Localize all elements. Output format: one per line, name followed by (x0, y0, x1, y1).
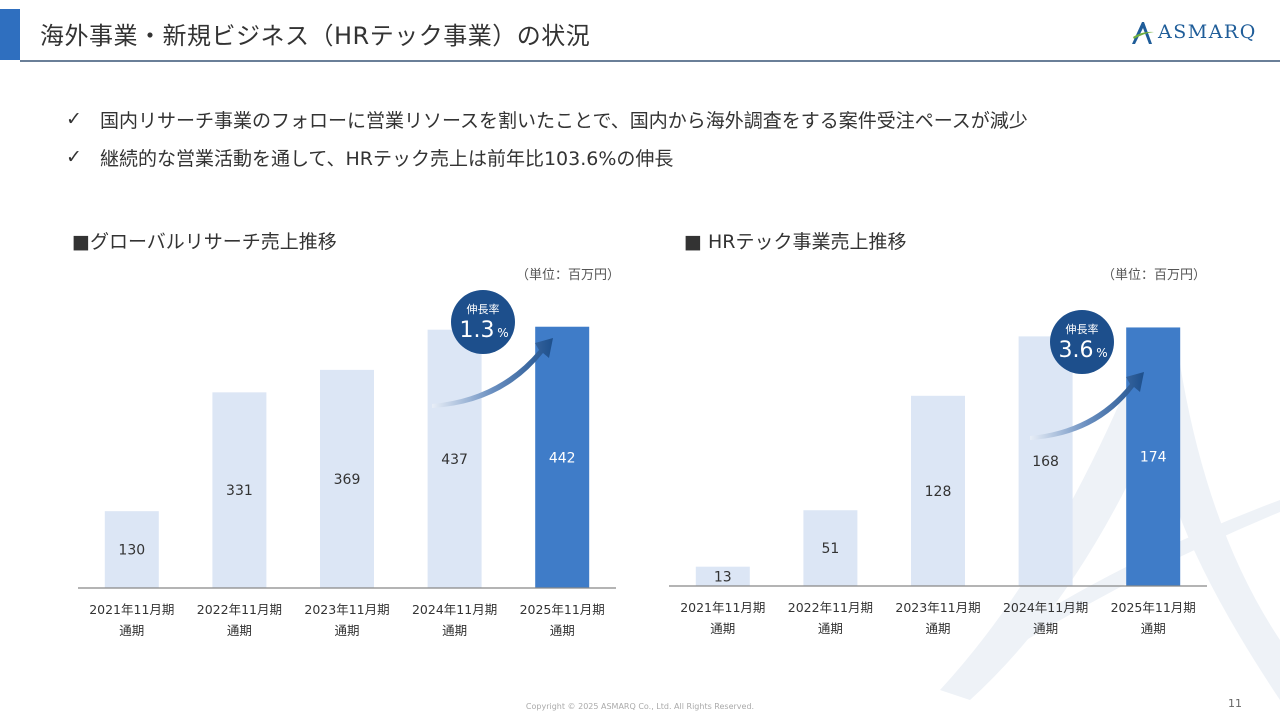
data-label: 51 (821, 541, 839, 557)
x-tick-label: 2022年11月期 (788, 600, 873, 615)
growth-arrow-icon (432, 338, 553, 408)
bullet-text: 継続的な営業活動を通して、HRテック売上は前年比103.6%の伸長 (100, 147, 674, 170)
x-tick-label: 2024年11月期 (412, 602, 497, 617)
title-bar: 海外事業・新規ビジネス（HRテック事業）の状況 ASMARQ (0, 0, 1280, 62)
growth-badge (1050, 310, 1114, 374)
chart-unit-hrtech: （単位：百万円） (1102, 268, 1207, 283)
data-label: 130 (118, 543, 145, 559)
chart-unit-global-research: （単位：百万円） (516, 268, 621, 283)
x-tick-label: 通期 (442, 623, 467, 638)
bar (695, 566, 750, 586)
bar (212, 392, 267, 588)
title-divider (20, 60, 1280, 62)
data-label: 128 (925, 484, 952, 500)
data-label: 331 (226, 483, 253, 499)
bullet-text: 国内リサーチ事業のフォローに営業リソースを割いたことで、国内から海外調査をする案… (100, 109, 1028, 132)
data-label: 168 (1032, 454, 1059, 470)
bullet-item: ✓ 国内リサーチ事業のフォローに営業リソースを割いたことで、国内から海外調査をす… (66, 100, 1028, 138)
check-icon: ✓ (66, 108, 82, 130)
x-tick-label: 通期 (334, 623, 359, 638)
x-tick-label: 通期 (550, 623, 575, 638)
x-tick-label: 2021年11月期 (89, 602, 174, 617)
bullet-item: ✓ 継続的な営業活動を通して、HRテック売上は前年比103.6%の伸長 (66, 138, 1028, 176)
growth-arrow-icon (1030, 372, 1144, 440)
copyright-text: Copyright © 2025 ASMARQ Co., Ltd. All Ri… (525, 702, 755, 711)
company-logo: ASMARQ (1130, 17, 1257, 47)
bullet-list: ✓ 国内リサーチ事業のフォローに営業リソースを割いたことで、国内から海外調査をす… (66, 100, 1028, 176)
bar (535, 326, 590, 588)
x-tick-label: 2021年11月期 (680, 600, 765, 615)
x-tick-label: 通期 (227, 623, 252, 638)
data-label: 437 (441, 452, 468, 468)
growth-badge-label: 伸長率 (1066, 322, 1099, 336)
page-title: 海外事業・新規ビジネス（HRテック事業）の状況 (40, 22, 591, 50)
growth-badge-value: 1.3 (460, 318, 495, 343)
x-tick-label: 通期 (119, 623, 144, 638)
logo-mark-icon (1132, 22, 1154, 44)
data-label: 13 (714, 569, 732, 585)
x-tick-label: 2025年11月期 (1111, 600, 1196, 615)
growth-badge-value: 3.6 (1059, 338, 1094, 363)
data-label: 369 (334, 472, 361, 488)
x-tick-label: 2023年11月期 (304, 602, 389, 617)
x-tick-label: 2023年11月期 (895, 600, 980, 615)
bar (911, 395, 965, 586)
data-label: 442 (549, 450, 576, 466)
bar (1126, 327, 1181, 586)
page-number: 11 (1228, 697, 1242, 710)
bar (320, 369, 374, 588)
chart-title-global-research: ■グローバルリサーチ売上推移 (72, 231, 337, 253)
bar (803, 510, 858, 586)
logo-text: ASMARQ (1158, 21, 1257, 43)
growth-badge-label: 伸長率 (467, 302, 500, 316)
title-accent-bar (0, 9, 20, 60)
x-tick-label: 通期 (818, 621, 843, 636)
check-icon: ✓ (66, 146, 82, 168)
x-tick-label: 通期 (1033, 621, 1058, 636)
growth-badge-unit: % (497, 326, 508, 340)
x-tick-label: 2024年11月期 (1003, 600, 1088, 615)
x-tick-label: 2025年11月期 (520, 602, 605, 617)
data-label: 174 (1140, 450, 1167, 466)
growth-badge (451, 290, 515, 354)
x-tick-label: 通期 (710, 621, 735, 636)
x-tick-label: 2022年11月期 (197, 602, 282, 617)
bar (1018, 336, 1073, 586)
x-tick-label: 通期 (925, 621, 950, 636)
chart-title-hrtech: ■ HRテック事業売上推移 (684, 231, 907, 253)
bar (427, 329, 482, 588)
bar (104, 511, 159, 588)
growth-badge-unit: % (1096, 346, 1107, 360)
x-tick-label: 通期 (1141, 621, 1166, 636)
